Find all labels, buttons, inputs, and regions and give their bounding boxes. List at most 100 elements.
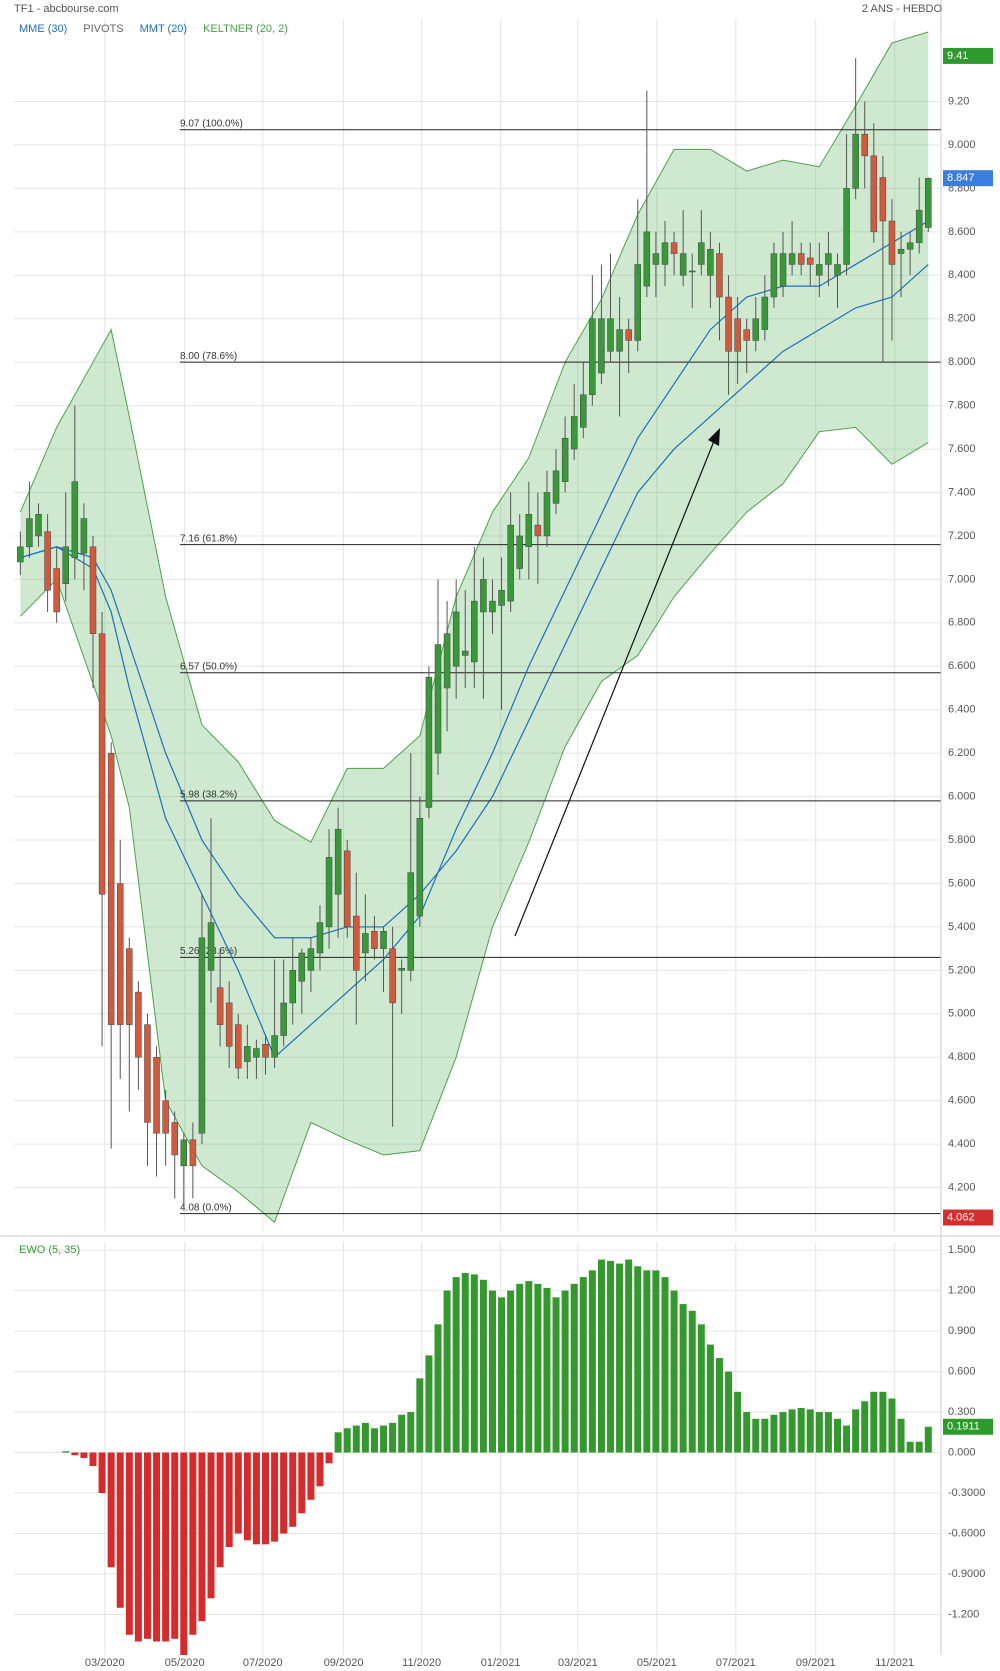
ewo-bar bbox=[706, 1344, 714, 1453]
y-tick-label: 0.600 bbox=[948, 1365, 976, 1377]
candle-body bbox=[289, 970, 296, 1004]
candle-body bbox=[244, 1046, 251, 1062]
candle-body bbox=[452, 611, 460, 667]
ewo-bar bbox=[670, 1290, 678, 1453]
ewo-bar bbox=[652, 1270, 660, 1453]
ewo-bar bbox=[225, 1452, 233, 1548]
candle-body bbox=[816, 264, 823, 276]
candle-body bbox=[225, 1002, 233, 1047]
ewo-bar bbox=[725, 1371, 733, 1453]
ewo-bar bbox=[143, 1452, 151, 1639]
pivot-label: 8.00 (78.6%) bbox=[180, 351, 237, 362]
y-tick-label: -0.3000 bbox=[948, 1487, 985, 1499]
ewo-bar bbox=[588, 1270, 596, 1453]
keltner-lower bbox=[19, 426, 929, 1224]
candle-body bbox=[298, 952, 306, 982]
candle-body bbox=[716, 253, 723, 298]
candle-body bbox=[343, 850, 351, 928]
y-tick-label: 6.200 bbox=[948, 747, 976, 759]
ewo-bar bbox=[815, 1412, 823, 1453]
candle-body bbox=[35, 513, 42, 537]
candle-body bbox=[625, 329, 632, 341]
ewo-bar bbox=[62, 1451, 70, 1453]
value-badge-label: 8.847 bbox=[947, 172, 975, 184]
ewo-bar bbox=[80, 1452, 88, 1458]
y-tick-label: -0.6000 bbox=[948, 1527, 985, 1539]
candle-body bbox=[126, 948, 133, 1025]
candle-body bbox=[489, 600, 496, 613]
candle-body bbox=[398, 967, 405, 971]
trend-arrow-line bbox=[514, 440, 715, 937]
ewo-bar bbox=[361, 1422, 369, 1453]
ewo-bar bbox=[162, 1452, 170, 1642]
pivot-label: 4.08 (0.0%) bbox=[180, 1202, 232, 1213]
ewo-bar bbox=[906, 1441, 914, 1453]
y-tick-label: 9.20 bbox=[948, 95, 969, 107]
candle-body bbox=[135, 991, 142, 1058]
ewo-bar bbox=[171, 1452, 179, 1639]
ewo-bar bbox=[243, 1452, 251, 1541]
y-tick-label: 1.500 bbox=[948, 1244, 976, 1256]
ewo-bar bbox=[734, 1391, 742, 1453]
x-tick-label: 05/2021 bbox=[637, 1657, 677, 1669]
candle-body bbox=[480, 579, 487, 613]
candle-body bbox=[235, 1024, 242, 1069]
candle-body bbox=[779, 253, 787, 287]
legend-entry: KELTNER (20, 2) bbox=[203, 23, 288, 35]
ewo-bar bbox=[688, 1310, 696, 1453]
value-badge bbox=[943, 47, 993, 64]
candle-body bbox=[207, 922, 215, 971]
ewo-bar bbox=[852, 1409, 860, 1453]
ewo-bar bbox=[316, 1452, 324, 1487]
value-badge bbox=[943, 170, 993, 187]
pivot-label: 5.98 (38.2%) bbox=[180, 790, 237, 801]
candle-body bbox=[26, 518, 33, 548]
candle-body bbox=[153, 1056, 160, 1134]
ewo-bar bbox=[125, 1452, 133, 1635]
candle-body bbox=[53, 568, 60, 613]
candle-body bbox=[416, 818, 424, 917]
ewo-bar bbox=[370, 1428, 378, 1453]
candle-body bbox=[461, 650, 469, 656]
y-tick-label: 7.600 bbox=[948, 443, 976, 455]
candle-body bbox=[915, 209, 923, 243]
ewo-bar bbox=[461, 1273, 469, 1453]
ewo-bar bbox=[597, 1259, 605, 1453]
ewo-title: EWO (5, 35) bbox=[19, 1244, 80, 1256]
ewo-bar bbox=[634, 1266, 642, 1453]
ewo-bar bbox=[216, 1452, 224, 1568]
x-tick-label: 05/2020 bbox=[165, 1657, 205, 1669]
y-tick-label: -0.9000 bbox=[948, 1568, 985, 1580]
candle-body bbox=[634, 264, 642, 341]
ewo-bar bbox=[625, 1259, 633, 1453]
ewo-bar bbox=[434, 1324, 442, 1453]
ewo-bar bbox=[552, 1297, 560, 1453]
ewo-bar bbox=[407, 1412, 415, 1453]
candle-body bbox=[707, 248, 714, 276]
legend-entry: PIVOTS bbox=[83, 23, 123, 35]
ewo-bar bbox=[207, 1452, 215, 1599]
value-badge bbox=[943, 1209, 993, 1226]
ewo-bar bbox=[298, 1452, 306, 1514]
ewo-bar bbox=[643, 1270, 651, 1453]
ewo-bar bbox=[843, 1425, 851, 1453]
candle-body bbox=[761, 296, 769, 330]
ewo-bar bbox=[806, 1409, 814, 1453]
ewo-bar bbox=[488, 1290, 496, 1453]
ewo-bar bbox=[470, 1274, 478, 1453]
chart-subtitle: 2 ANS - HEBDO bbox=[862, 3, 943, 15]
candle-body bbox=[62, 546, 70, 584]
ewo-bar bbox=[879, 1391, 887, 1453]
candle-body bbox=[144, 1024, 151, 1123]
x-tick-label: 09/2021 bbox=[796, 1657, 836, 1669]
y-tick-label: 4.200 bbox=[948, 1181, 976, 1193]
legend-entry: MME (30) bbox=[19, 23, 67, 35]
ewo-bar bbox=[915, 1441, 923, 1453]
x-tick-label: 07/2020 bbox=[243, 1657, 283, 1669]
candle-body bbox=[752, 318, 760, 341]
ewo-bar bbox=[189, 1452, 197, 1635]
candle-body bbox=[89, 546, 97, 634]
candle-body bbox=[834, 264, 841, 276]
ewo-bar bbox=[280, 1452, 288, 1534]
